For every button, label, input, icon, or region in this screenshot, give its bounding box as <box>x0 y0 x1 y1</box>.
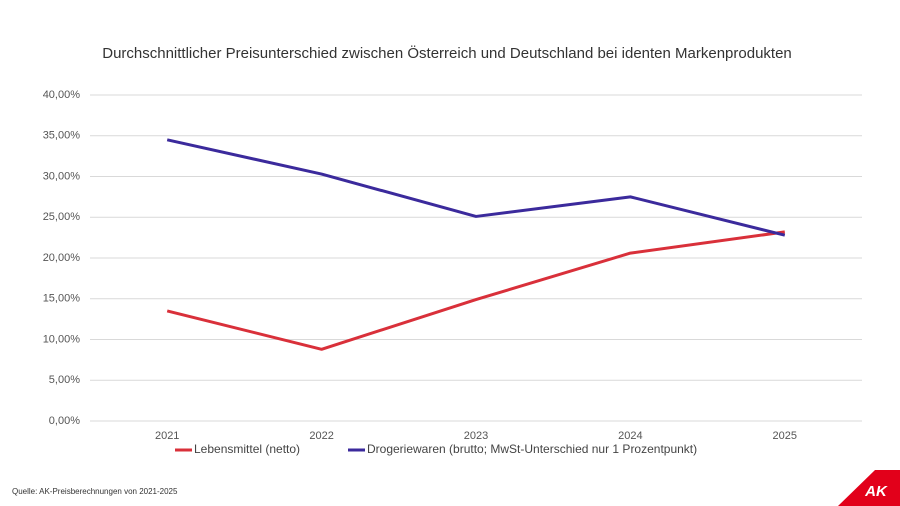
logo-shape <box>838 470 900 506</box>
y-tick-label: 35,00% <box>43 130 81 142</box>
y-tick-label: 15,00% <box>43 293 81 305</box>
x-tick-label: 2021 <box>155 430 179 442</box>
y-tick-label: 30,00% <box>43 170 81 182</box>
y-tick-label: 25,00% <box>43 211 81 223</box>
legend-label: Lebensmittel (netto) <box>194 442 300 456</box>
logo: AK <box>864 483 888 500</box>
series-line <box>166 138 786 237</box>
y-tick-label: 20,00% <box>43 252 81 264</box>
x-tick-label: 2025 <box>773 430 797 442</box>
chart-title: Durchschnittlicher Preisunterschied zwis… <box>102 45 792 62</box>
y-tick-label: 0,00% <box>49 415 80 427</box>
y-tick-label: 5,00% <box>49 374 80 386</box>
y-tick-label: 10,00% <box>43 333 81 345</box>
x-tick-label: 2022 <box>309 430 333 442</box>
y-tick-label: 40,00% <box>43 89 81 101</box>
x-tick-label: 2024 <box>618 430 642 442</box>
series-line <box>166 230 786 351</box>
source-note: Quelle: AK-Preisberechnungen von 2021-20… <box>12 487 178 496</box>
legend-label: Drogeriewaren (brutto; MwSt-Unterschied … <box>367 442 697 456</box>
x-tick-label: 2023 <box>464 430 488 442</box>
